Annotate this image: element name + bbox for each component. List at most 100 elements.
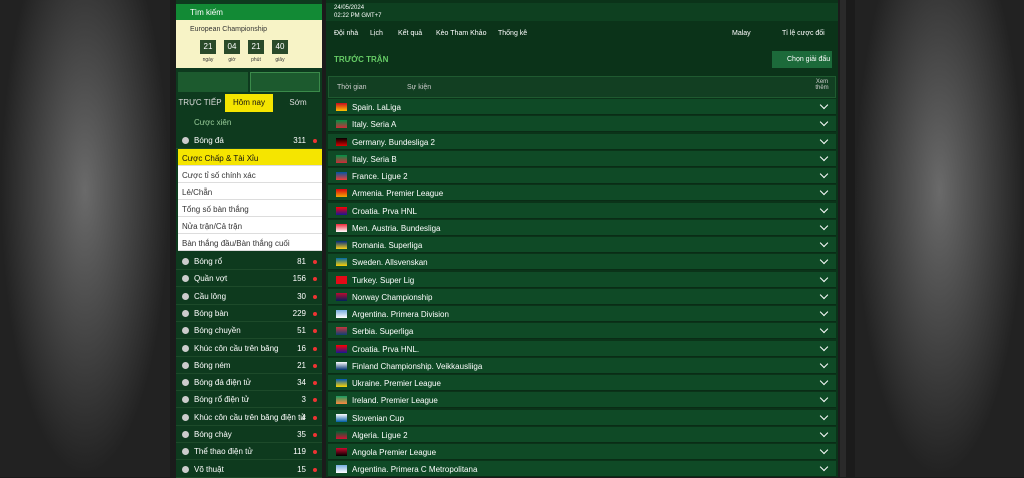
submenu-item[interactable]: Tổng số bàn thắng [178,200,322,217]
submenu-item[interactable]: Nửa trận/Cả trận [178,217,322,234]
flag [336,103,347,111]
sport-row[interactable]: Bóng chày 35 [176,426,322,443]
league-row[interactable]: Ireland. Premier League [328,392,836,409]
league-row[interactable]: Ukraine. Premier League [328,375,836,391]
expand-icon[interactable] [819,325,829,334]
icon-tab[interactable] [178,72,248,92]
icon-tab[interactable] [250,72,320,92]
expand-icon[interactable] [819,221,829,230]
flag [336,413,347,422]
league-row[interactable]: Men. Austria. Bundesliga [328,219,836,236]
expand-icon[interactable] [819,359,829,368]
expand-icon[interactable] [819,187,829,196]
tab[interactable]: Sớm [289,98,307,107]
sport-row[interactable]: Võ thuật 15 [176,461,322,478]
expand-icon[interactable] [819,238,829,248]
expand-icon[interactable] [819,342,829,351]
expand-icon[interactable] [819,376,829,386]
expand-icon[interactable] [819,100,829,110]
league-row[interactable]: Turkey. Super Lig [328,271,836,288]
expand-icon[interactable] [819,394,829,403]
expand-icon[interactable] [819,256,829,265]
league-row[interactable]: Argentina. Primera C Metropolitana [328,461,836,478]
league-row[interactable]: Slovenian Cup [328,409,836,426]
league-row[interactable]: Finland Championship. Veikkausliiga [328,357,836,374]
live-dot [313,294,317,299]
flag [336,275,347,284]
expand-icon[interactable] [819,204,829,213]
odds-format[interactable]: Tỉ lệ cược đối [782,30,825,37]
league-row[interactable]: Germany. Bundesliga 2 [328,133,836,150]
odds-type[interactable]: Malay [732,30,751,37]
expand-icon[interactable] [819,428,829,437]
league-row[interactable]: Angola Premier League [328,444,836,460]
league-row[interactable]: Sweden. Allsvenskan [328,254,836,271]
parlay[interactable]: Cược xiên [194,118,232,127]
league-row[interactable]: Croatia. Prva HNL [328,202,836,219]
sport-row[interactable]: Quần vợt 156 [176,270,322,288]
sport-row[interactable]: Bóng đá điện tử 34 [176,374,322,392]
sport-icon [182,465,189,473]
expand-icon[interactable] [819,411,829,420]
sport-row[interactable]: Bóng rổ 81 [176,253,322,270]
sport-row[interactable]: Khúc côn cầu trên băng 16 [176,340,322,357]
flag [336,206,347,215]
expand-icon[interactable] [819,169,829,179]
league-row[interactable]: Algeria. Ligue 2 [328,426,836,443]
live-dot [313,139,317,143]
league-row[interactable]: Italy. Seria B [328,150,836,167]
sport-row[interactable]: Bóng rổ điện tử 3 [176,391,322,409]
live-dot [313,381,317,386]
sport-name: Bóng ném [194,360,231,370]
league-row[interactable]: Romania. Superliga [328,237,836,253]
sport-row[interactable]: Khúc côn cầu trên băng điện tử 4 [176,409,322,426]
expand-icon[interactable] [819,135,829,144]
submenu-item[interactable]: Lẻ/Chẵn [178,183,322,200]
league-row[interactable]: Norway Championship [328,288,836,305]
league-row[interactable]: Argentina. Primera Division [328,306,836,322]
nav-item[interactable]: Thống kê [498,30,528,37]
league-name: Sweden. Allsvenskan [352,258,428,268]
nav-item[interactable]: Đội nhà [334,30,359,37]
league-row[interactable]: Armenia. Premier League [328,185,836,202]
sport-row[interactable]: Cầu lông 30 [176,288,322,305]
nav-item[interactable]: Kết quả [398,30,423,37]
tab[interactable]: TRỰC TIẾP [178,98,222,107]
countdown-value: 04 [224,40,240,54]
submenu-item[interactable]: Cược Chấp & Tài Xỉu [178,149,322,166]
sport-name: Bóng rổ điện tử [194,395,250,405]
league-row[interactable]: Italy. Seria A [328,116,836,133]
sport-row[interactable]: Bóng ném 21 [176,357,322,374]
tab[interactable]: Hôm nay [225,94,273,112]
sport-name: Võ thuật [194,464,224,474]
expand-icon[interactable] [819,118,829,127]
sport-row[interactable]: Bóng chuyền 51 [176,322,322,340]
search-bar[interactable]: Tìm kiếm [176,4,322,20]
league-row[interactable]: Serbia. Superliga [328,323,836,340]
header: 24/05/2024 02:22 PM GMT+7 [326,3,838,21]
sport-row[interactable]: Bóng bàn 229 [176,305,322,322]
league-row[interactable]: Croatia. Prva HNL. [328,340,836,357]
sport-row[interactable]: Thể thao điện tử 119 [176,443,322,461]
sport-row[interactable]: Bóng đá 311 [176,132,322,149]
expand-icon[interactable] [819,307,829,317]
league-name: Angola Premier League [352,448,437,457]
flag [336,223,347,232]
expand-icon[interactable] [819,152,829,161]
expand-icon[interactable] [819,273,829,282]
nav-item[interactable]: Kèo Tham Khảo [436,30,487,37]
league-row[interactable]: France. Ligue 2 [328,168,836,184]
select-league[interactable]: Chọn giải đấu [772,51,832,68]
flag [336,120,347,129]
submenu-item[interactable]: Bàn thắng đầu/Bàn thắng cuối [178,234,322,251]
submenu-item[interactable]: Cược tỉ số chính xác [178,166,322,183]
sport-count: 311 [293,136,306,145]
expand-icon[interactable] [819,290,829,299]
sport-icon [182,137,189,144]
flag [336,172,347,180]
live-dot [313,363,317,368]
league-row[interactable]: Spain. LaLiga [328,99,836,115]
expand-icon[interactable] [819,445,829,455]
nav-item[interactable]: Lịch [370,30,383,37]
expand-icon[interactable] [819,463,829,472]
